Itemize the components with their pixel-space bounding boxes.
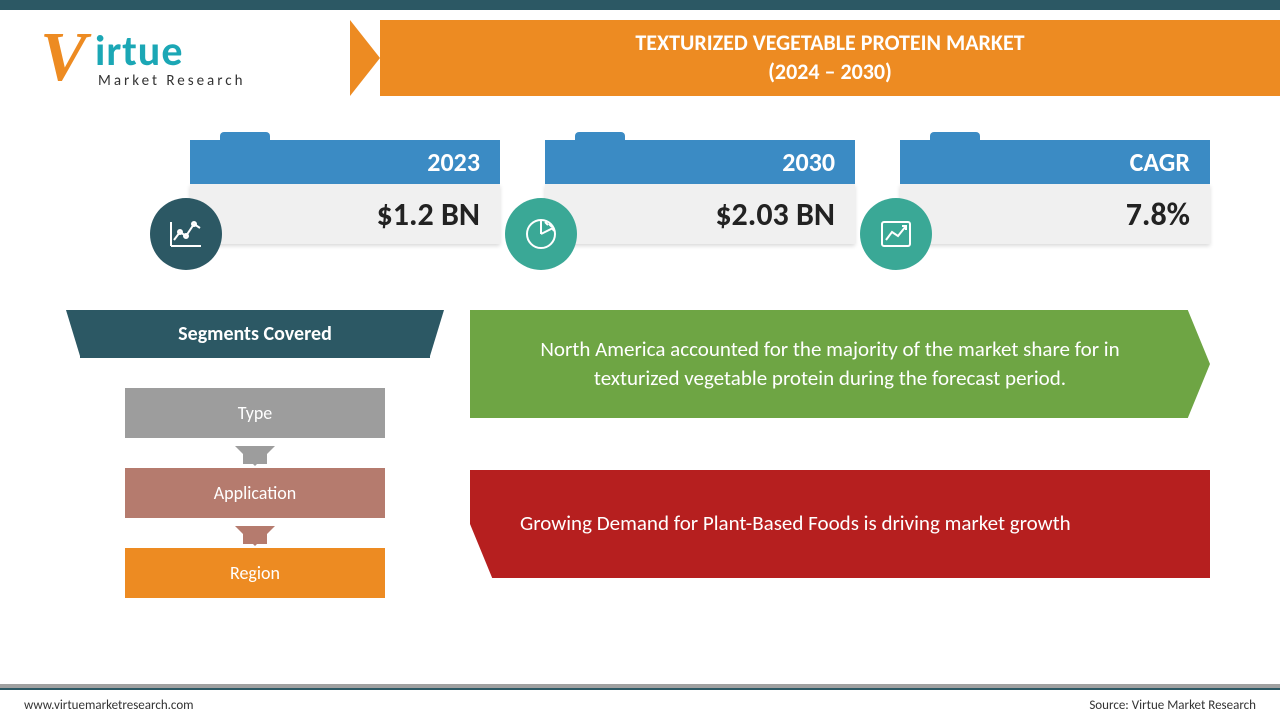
page-title: TEXTURIZED VEGETABLE PROTEIN MARKET (202…: [635, 29, 1024, 86]
footer-source: Source: Virtue Market Research: [1089, 698, 1256, 713]
stat-card-cagr: CAGR 7.8%: [900, 140, 1210, 244]
arrow-down-icon: [235, 526, 275, 546]
growth-chart-icon: [860, 198, 932, 270]
segment-label: Application: [214, 482, 297, 504]
logo: V irtue Market Research: [40, 18, 320, 98]
logo-mark: V: [40, 18, 87, 98]
segments-panel: Segments Covered Type Application Region: [80, 310, 430, 598]
segment-application: Application: [125, 468, 385, 518]
footer: www.virtuemarketresearch.com Source: Vir…: [0, 684, 1280, 720]
callout-text: North America accounted for the majority…: [500, 335, 1160, 394]
line-chart-icon: [150, 198, 222, 270]
title-banner: TEXTURIZED VEGETABLE PROTEIN MARKET (202…: [380, 20, 1280, 96]
segments-header: Segments Covered: [80, 310, 430, 358]
stat-value: $2.03 BN: [545, 184, 855, 244]
stat-label: 2023: [190, 140, 500, 184]
top-accent-bar: [0, 0, 1280, 10]
stat-card-2023: 2023 $1.2 BN: [190, 140, 500, 244]
callout-red: Growing Demand for Plant-Based Foods is …: [470, 470, 1210, 578]
segment-label: Region: [230, 562, 280, 584]
stat-value: 7.8%: [900, 184, 1210, 244]
callout-green: North America accounted for the majority…: [470, 310, 1210, 418]
stat-card-2030: 2030 $2.03 BN: [545, 140, 855, 244]
footer-url: www.virtuemarketresearch.com: [24, 698, 194, 713]
stat-label: CAGR: [900, 140, 1210, 184]
logo-subtitle: Market Research: [98, 72, 245, 90]
segment-type: Type: [125, 388, 385, 438]
stat-label: 2030: [545, 140, 855, 184]
title-line1: TEXTURIZED VEGETABLE PROTEIN MARKET: [635, 29, 1024, 56]
segment-label: Type: [238, 402, 273, 424]
title-line2: (2024 – 2030): [768, 58, 892, 85]
pie-chart-icon: [505, 198, 577, 270]
header-chevron-icon: [350, 20, 380, 96]
arrow-down-icon: [235, 446, 275, 466]
callout-text: Growing Demand for Plant-Based Foods is …: [520, 509, 1071, 538]
logo-name: irtue: [95, 26, 184, 77]
segment-region: Region: [125, 548, 385, 598]
stat-value: $1.2 BN: [190, 184, 500, 244]
